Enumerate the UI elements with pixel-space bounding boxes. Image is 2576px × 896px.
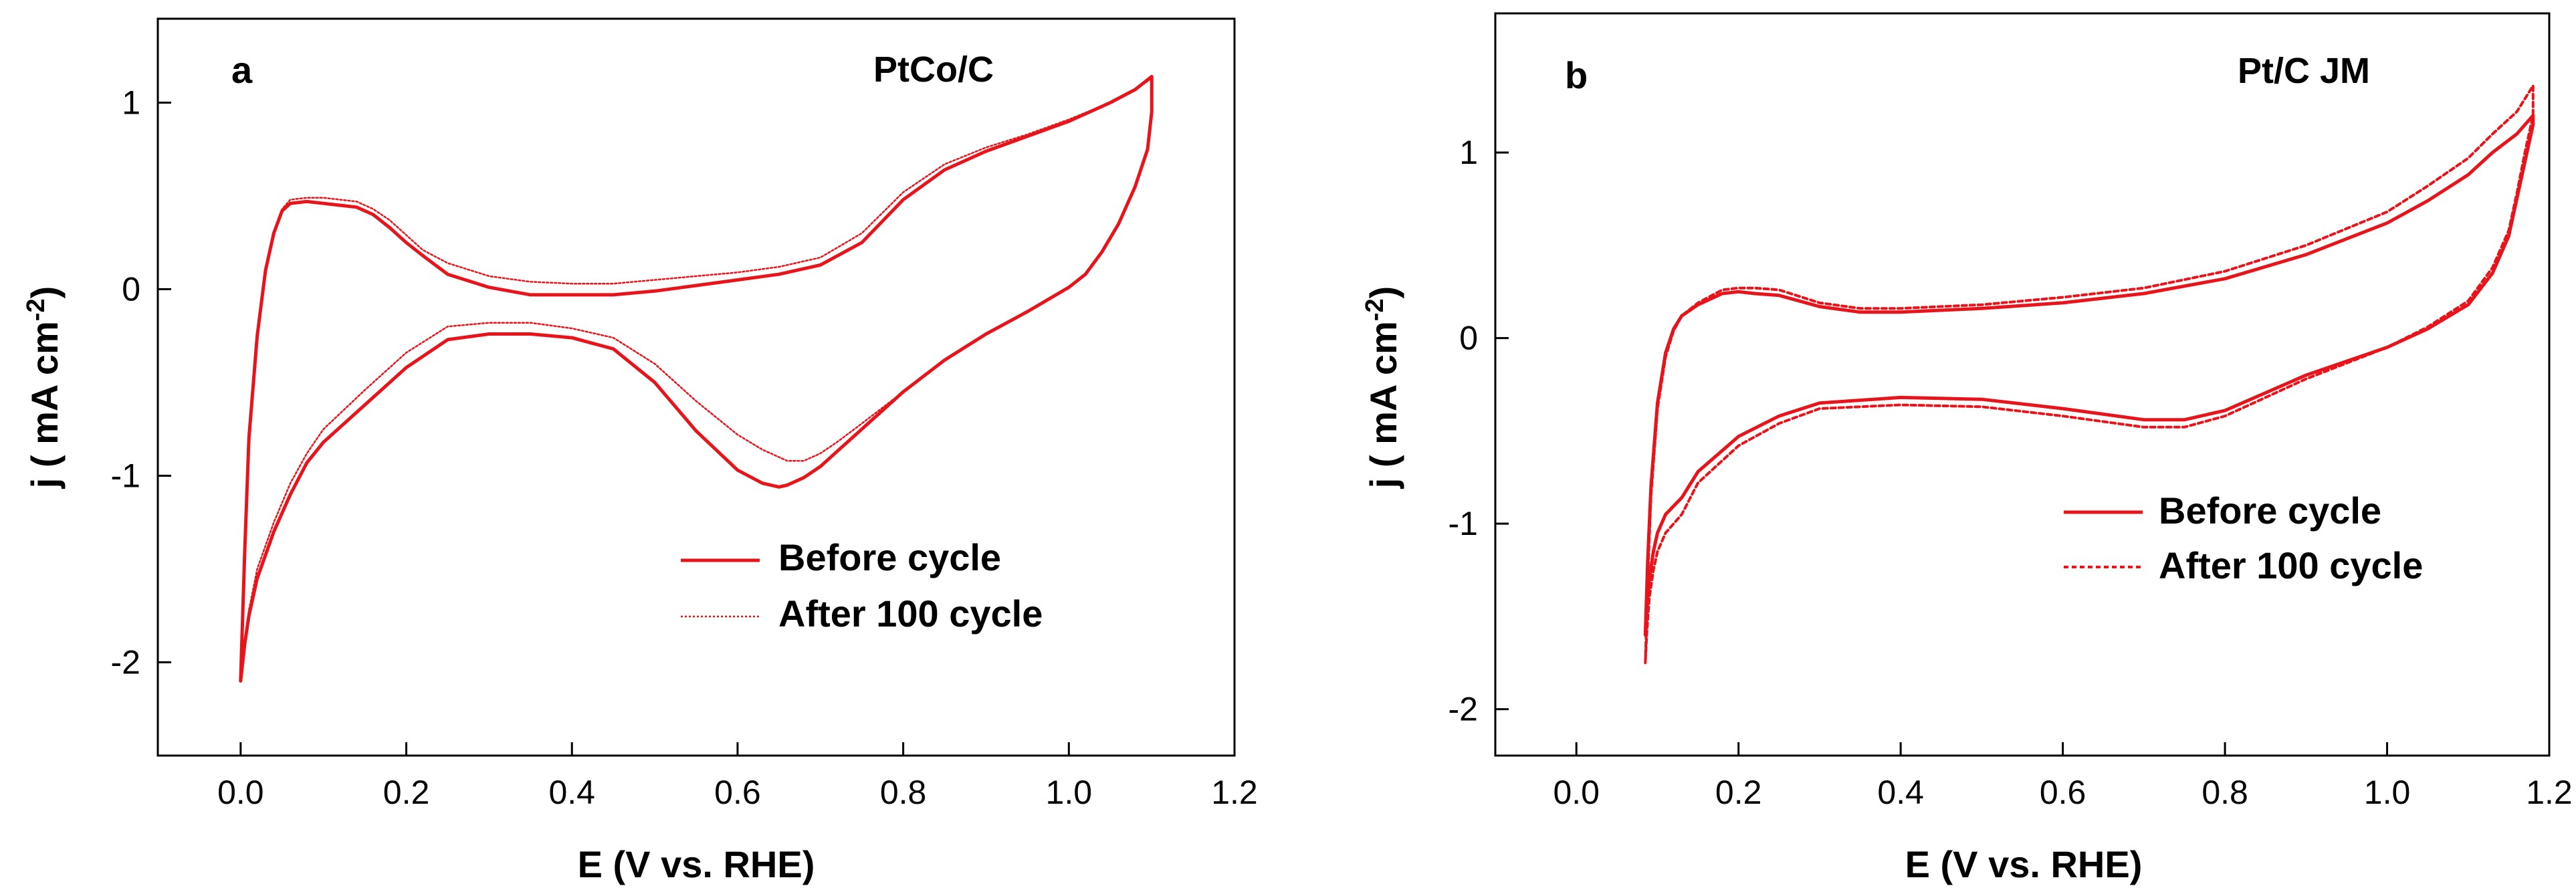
chart-panel-a: 0.0 0.2 0.4 0.6 0.8 1.0 1.2 -2 -1 0 1 a PtCo/C E (… xyxy=(22,17,1258,885)
y-tick-label: 1 xyxy=(1459,134,1478,171)
x-tick-label: 0.4 xyxy=(548,774,595,811)
y-tick-label: -1 xyxy=(1448,505,1478,542)
x-tick-label: 1.2 xyxy=(2526,774,2573,811)
plot-frame xyxy=(1494,12,2551,757)
legend: Before cycle After 100 cycle xyxy=(2064,489,2423,586)
chart-panel-b: 0.0 0.2 0.4 0.6 0.8 1.0 1.2 -2 -1 0 1 b Pt/C JM E … xyxy=(1361,12,2573,885)
axis-ticks: 0.0 0.2 0.4 0.6 0.8 1.0 1.2 -2 -1 0 1 xyxy=(1448,134,2573,811)
series-line-after-100-cycle xyxy=(1644,84,2535,665)
plot-area xyxy=(239,75,1154,683)
y-tick-label: 1 xyxy=(122,84,140,122)
legend-label-after-100-cycle: After 100 cycle xyxy=(2159,544,2423,586)
x-tick-label: 0.8 xyxy=(2202,774,2248,811)
y-tick-label: 0 xyxy=(1459,320,1478,357)
legend-label-before-cycle: Before cycle xyxy=(778,536,1001,578)
panel-label: a xyxy=(231,49,253,91)
y-axis-label: j ( mA cm-2) xyxy=(1361,286,1404,489)
plot-area xyxy=(1643,84,2535,665)
y-tick-label: 0 xyxy=(122,271,140,308)
y-tick-label: -2 xyxy=(1448,691,1478,728)
x-tick-label: 0.4 xyxy=(1877,774,1924,811)
y-tick-label: -2 xyxy=(111,644,140,681)
legend-label-after-100-cycle: After 100 cycle xyxy=(778,592,1043,635)
plot-frame xyxy=(156,17,1236,757)
x-tick-label: 1.2 xyxy=(1211,774,1258,811)
legend-label-before-cycle: Before cycle xyxy=(2159,489,2381,532)
x-axis-label: E (V vs. RHE) xyxy=(578,843,815,885)
x-tick-label: 0.0 xyxy=(217,774,264,811)
x-tick-label: 0.2 xyxy=(1715,774,1762,811)
chart-title: Pt/C JM xyxy=(2238,51,2370,91)
x-axis-label: E (V vs. RHE) xyxy=(1905,843,2143,885)
y-axis-label-superscript: -2 xyxy=(22,298,50,321)
x-tick-label: 0.6 xyxy=(714,774,761,811)
series-line-after-100-cycle xyxy=(239,78,1153,682)
x-tick-label: 0.6 xyxy=(2040,774,2086,811)
x-tick-label: 0.8 xyxy=(880,774,927,811)
axis-ticks: 0.0 0.2 0.4 0.6 0.8 1.0 1.2 -2 -1 0 1 xyxy=(111,84,1258,811)
chart-title: PtCo/C xyxy=(873,49,994,90)
y-tick-label: -1 xyxy=(111,457,140,495)
y-axis-label-main: j ( mA cm xyxy=(1362,321,1404,489)
y-axis-label-end: ) xyxy=(1362,286,1404,299)
x-tick-label: 0.2 xyxy=(383,774,430,811)
y-axis-label: j ( mA cm-2) xyxy=(22,286,66,489)
x-tick-label: 0.0 xyxy=(1553,774,1600,811)
y-axis-label-end: ) xyxy=(23,286,66,299)
x-tick-label: 1.0 xyxy=(2364,774,2411,811)
legend: Before cycle After 100 cycle xyxy=(681,536,1043,635)
x-tick-label: 1.0 xyxy=(1046,774,1093,811)
panel-label: b xyxy=(1565,54,1588,96)
y-axis-label-superscript: -2 xyxy=(1361,298,1389,321)
y-axis-label-main: j ( mA cm xyxy=(23,321,66,489)
